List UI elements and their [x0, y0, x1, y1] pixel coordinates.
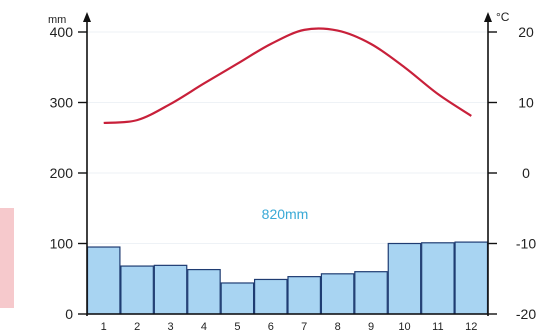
precip-bar: [354, 271, 388, 315]
temp-unit-label: °C: [496, 10, 510, 24]
precip-bar: [220, 282, 255, 315]
month-label: 10: [398, 321, 410, 333]
precip-bar: [120, 265, 154, 315]
precip-bar: [187, 268, 221, 315]
left-tick-label: 300: [50, 95, 74, 111]
right-tick-label: 20: [518, 24, 534, 40]
left-tick-label: 100: [50, 236, 74, 252]
month-label: 12: [465, 321, 477, 333]
precip-bar: [454, 241, 489, 315]
left-tick-label: 0: [65, 306, 73, 322]
month-label: 1: [101, 321, 107, 333]
precip-bar: [320, 273, 355, 315]
precip-bar: [153, 264, 188, 315]
precip-bar: [421, 242, 455, 315]
month-label: 6: [268, 321, 274, 333]
month-label: 3: [167, 321, 173, 333]
month-label: 5: [234, 321, 240, 333]
right-tick-label: -20: [516, 306, 536, 322]
precip-bar: [387, 242, 422, 315]
right-tick-label: 10: [518, 95, 534, 111]
precip-bar: [86, 246, 121, 315]
decorative-strip: [0, 208, 14, 308]
precip-unit-label: mm: [48, 14, 66, 26]
precip-bar: [253, 278, 288, 315]
right-tick-label: 0: [522, 165, 530, 181]
month-label: 7: [301, 321, 307, 333]
month-label: 9: [368, 321, 374, 333]
annual-precip-annotation: 820mm: [262, 206, 309, 222]
month-label: 4: [201, 321, 207, 333]
precip-bar: [287, 276, 322, 315]
month-label: 8: [335, 321, 341, 333]
left-tick-label: 400: [50, 24, 74, 40]
month-label: 2: [134, 321, 140, 333]
left-axis-arrow: [83, 12, 91, 22]
right-tick-label: -10: [516, 236, 536, 252]
temperature-line: [103, 27, 472, 125]
right-axis-arrow: [484, 12, 492, 22]
month-label: 11: [432, 321, 443, 333]
left-tick-label: 200: [50, 165, 74, 181]
